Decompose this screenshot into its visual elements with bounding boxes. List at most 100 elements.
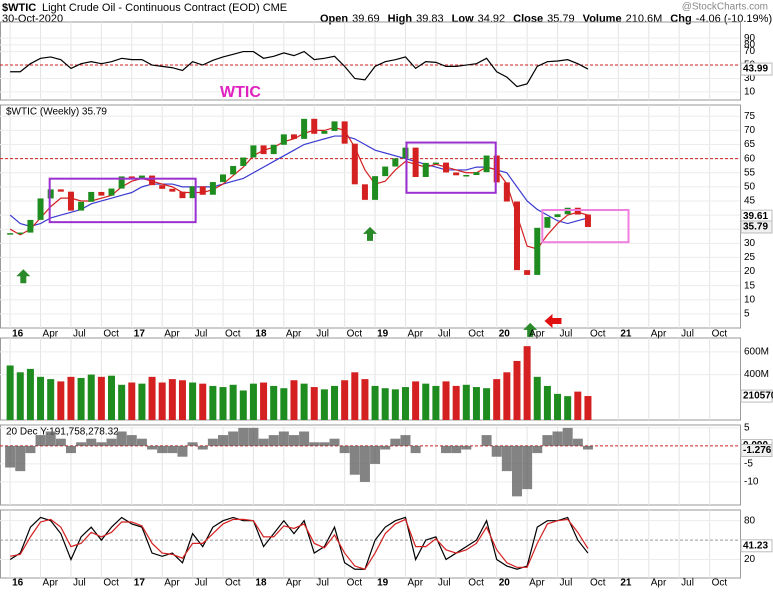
histogram-bar	[65, 445, 76, 454]
candle	[118, 176, 125, 189]
candle	[199, 186, 206, 195]
volume-bar	[331, 385, 339, 420]
last-value-label: 43.99	[743, 64, 768, 75]
candle	[513, 201, 520, 271]
candle	[473, 172, 480, 176]
x-tick-label: Oct	[103, 329, 119, 340]
x-tick-label: 21	[620, 578, 632, 588]
histogram-bar	[359, 445, 370, 482]
y-tick-label: 70	[744, 46, 756, 57]
candle	[493, 155, 500, 183]
x-tick-label: 17	[134, 329, 146, 340]
x-tick-label: Apr	[43, 578, 59, 588]
y-tick-label: 600M	[744, 346, 769, 357]
volume-bar	[97, 376, 105, 420]
volume-bar	[270, 385, 278, 420]
candle	[463, 175, 470, 177]
x-tick-label: Jul	[195, 329, 208, 340]
candle	[159, 185, 166, 189]
volume-bar	[178, 380, 186, 420]
histogram-bar	[410, 445, 421, 454]
histogram-bar	[370, 445, 381, 464]
x-tick-label: Jul	[316, 578, 329, 588]
x-tick-label: Jul	[560, 578, 573, 588]
candle	[149, 175, 156, 186]
histogram-bar	[177, 445, 188, 457]
volume-bar	[351, 372, 359, 420]
candle	[483, 155, 490, 173]
x-tick-label: Apr	[407, 329, 423, 340]
volume-bar	[199, 383, 207, 420]
candle	[17, 232, 24, 235]
candle	[443, 162, 450, 173]
volume-bar	[16, 372, 24, 420]
last-value-label: 41.23	[743, 540, 768, 551]
candle	[402, 147, 409, 159]
histogram-bar	[45, 431, 56, 446]
histogram-bar	[380, 445, 391, 450]
volume-bar	[381, 388, 389, 420]
candle	[584, 214, 591, 227]
histogram-bar	[400, 435, 411, 446]
histogram-bar	[35, 435, 46, 446]
x-tick-label: Jul	[73, 578, 86, 588]
stat-label: Open	[320, 13, 348, 25]
candle	[382, 166, 389, 177]
volume-bar	[320, 389, 328, 420]
stat-label: Close	[513, 13, 543, 25]
volume-bar	[533, 376, 541, 420]
x-tick-label: Oct	[225, 329, 241, 340]
histogram-bar	[167, 445, 178, 454]
volume-bar	[47, 379, 55, 420]
x-tick-label: 19	[377, 329, 389, 340]
candle	[301, 118, 308, 139]
histogram-bar	[582, 445, 593, 450]
source: @StockCharts.com	[682, 2, 768, 13]
series-line	[10, 518, 589, 570]
volume-bar	[412, 381, 420, 420]
volume-bar	[57, 381, 65, 420]
candle	[432, 162, 439, 165]
histogram-bar	[5, 445, 16, 468]
y-tick-label: 75	[744, 111, 756, 122]
stat-label: Chg	[670, 13, 691, 25]
candle	[67, 191, 74, 211]
x-tick-label: Apr	[529, 578, 545, 588]
x-tick-label: 19	[377, 578, 389, 588]
candle	[280, 134, 287, 145]
histogram-bar	[562, 427, 573, 446]
histogram-bar	[136, 438, 147, 446]
volume-bar	[229, 384, 237, 420]
annotation: WTIC	[220, 84, 261, 101]
histogram-bar	[268, 435, 279, 446]
x-tick-label: Apr	[164, 578, 180, 588]
histogram-bar	[552, 431, 563, 446]
x-tick-label: Jul	[316, 329, 329, 340]
x-tick-label: Oct	[103, 578, 119, 588]
histogram-bar	[157, 445, 168, 454]
candle	[7, 233, 14, 235]
x-tick-label: Oct	[468, 578, 484, 588]
highlight-box	[541, 209, 630, 244]
x-tick-label: Apr	[651, 578, 667, 588]
candle	[209, 182, 216, 195]
stat-value: 39.83	[416, 13, 444, 25]
last-value-box	[740, 220, 773, 234]
date: 30-Oct-2020	[2, 13, 63, 25]
volume-bar	[249, 383, 257, 420]
last-value-box	[740, 539, 773, 553]
candle	[88, 191, 95, 202]
candle	[37, 198, 44, 220]
y-tick-label: 20	[744, 266, 756, 277]
last-value-label: -1.276	[743, 445, 772, 456]
x-tick-label: Oct	[590, 578, 606, 588]
x-tick-label: 20	[499, 578, 511, 588]
symbol: $WTIC	[2, 2, 36, 14]
volume-bar	[118, 384, 126, 420]
x-tick-label: 18	[255, 329, 267, 340]
histogram-bar	[441, 445, 452, 454]
y-tick-label: 90	[744, 33, 756, 44]
x-tick-label: Apr	[529, 329, 545, 340]
